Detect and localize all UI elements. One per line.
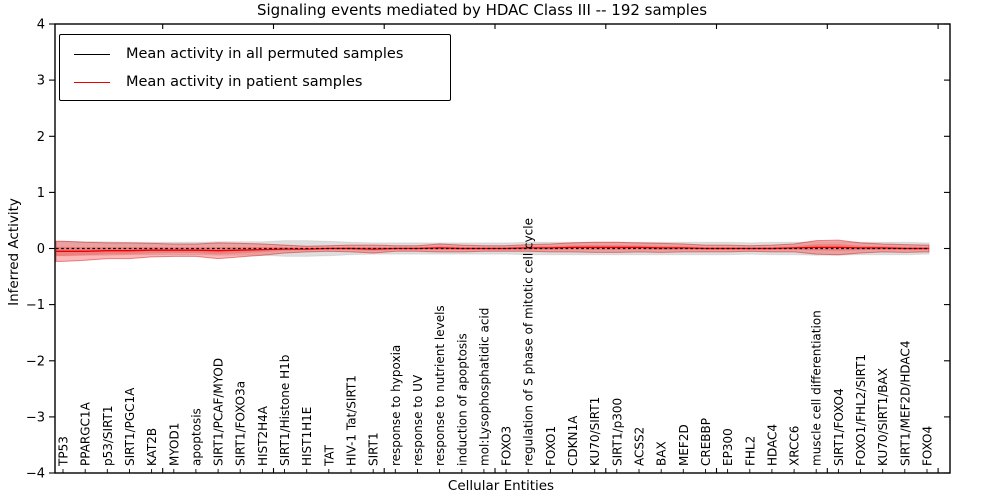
category-label: XRCC6	[788, 426, 802, 466]
patient-band-inner	[56, 244, 929, 256]
category-label: apoptosis	[189, 408, 203, 466]
category-label: FOXO3	[500, 426, 514, 466]
y-axis-label: Inferred Activity	[6, 198, 22, 306]
legend-item-permuted: Mean activity in all permuted samples	[60, 40, 450, 68]
category-label: mol:Lysophosphatidic acid	[477, 308, 491, 466]
category-label: TP53	[57, 436, 71, 467]
category-label: HIV-1 Tat/SIRT1	[345, 375, 359, 466]
legend: Mean activity in all permuted samples Me…	[59, 34, 451, 101]
y-tick-label: 1	[37, 186, 45, 201]
category-label: CREBBP	[699, 418, 713, 466]
category-label: response to UV	[411, 374, 425, 466]
category-label: muscle cell differentiation	[810, 310, 824, 466]
permuted-line-swatch-icon	[74, 53, 110, 55]
category-label: ACSS2	[633, 427, 647, 466]
patient-line-swatch-icon	[74, 81, 110, 83]
category-label: MEF2D	[677, 424, 691, 466]
category-label: FHL2	[743, 436, 757, 466]
category-label: p53/SIRT1	[101, 405, 115, 466]
category-label: SIRT1/MEF2D/HDAC4	[898, 341, 912, 466]
category-label: EP300	[721, 428, 735, 466]
y-tick-label: −4	[26, 467, 45, 482]
category-label: MYOD1	[167, 423, 181, 466]
y-tick-label: −3	[26, 410, 45, 425]
x-axis-label: Cellular Entities	[447, 478, 555, 494]
category-label: BAX	[655, 441, 669, 466]
y-tick-label: −1	[26, 298, 45, 313]
category-label: TAT	[322, 444, 336, 467]
y-tick-label: 3	[37, 74, 45, 89]
category-label: PPARGC1A	[79, 401, 93, 466]
y-tick-label: 4	[37, 18, 45, 33]
category-label: HIST2H4A	[256, 405, 270, 466]
legend-label-patient: Mean activity in patient samples	[126, 74, 363, 90]
category-label: HDAC4	[765, 424, 779, 466]
category-label: response to nutrient levels	[433, 305, 447, 466]
category-label: induction of apoptosis	[455, 333, 469, 466]
y-tick-label: 2	[37, 130, 45, 145]
category-label: FOXO1/FHL2/SIRT1	[854, 354, 868, 466]
y-tick-label: −2	[26, 354, 45, 369]
category-label: SIRT1/Histone H1b	[278, 355, 292, 466]
category-label: SIRT1	[367, 432, 381, 466]
category-label: FOXO1	[544, 426, 558, 466]
category-label: SIRT1/FOXO4	[832, 388, 846, 466]
category-label: regulation of S phase of mitotic cell cy…	[522, 218, 536, 466]
category-label: KU70/SIRT1	[588, 397, 602, 466]
patient-band	[55, 239, 930, 262]
category-label: SIRT1/FOXO3a	[234, 381, 248, 466]
category-label: response to hypoxia	[389, 345, 403, 466]
category-label: KAT2B	[145, 428, 159, 466]
category-label: SIRT1/PCAF/MYOD	[212, 358, 226, 466]
y-tick-label: 0	[37, 242, 45, 257]
chart-title: Signaling events mediated by HDAC Class …	[256, 1, 708, 19]
category-label: FOXO4	[921, 426, 935, 466]
legend-item-patient: Mean activity in patient samples	[60, 68, 450, 96]
category-label: CDKN1A	[566, 415, 580, 466]
category-label: HIST1H1E	[300, 407, 314, 466]
category-label: SIRT1/p300	[610, 398, 624, 466]
category-label: KU70/SIRT1/BAX	[876, 368, 890, 466]
category-label: SIRT1/PGC1A	[123, 387, 137, 466]
legend-label-permuted: Mean activity in all permuted samples	[126, 46, 404, 62]
